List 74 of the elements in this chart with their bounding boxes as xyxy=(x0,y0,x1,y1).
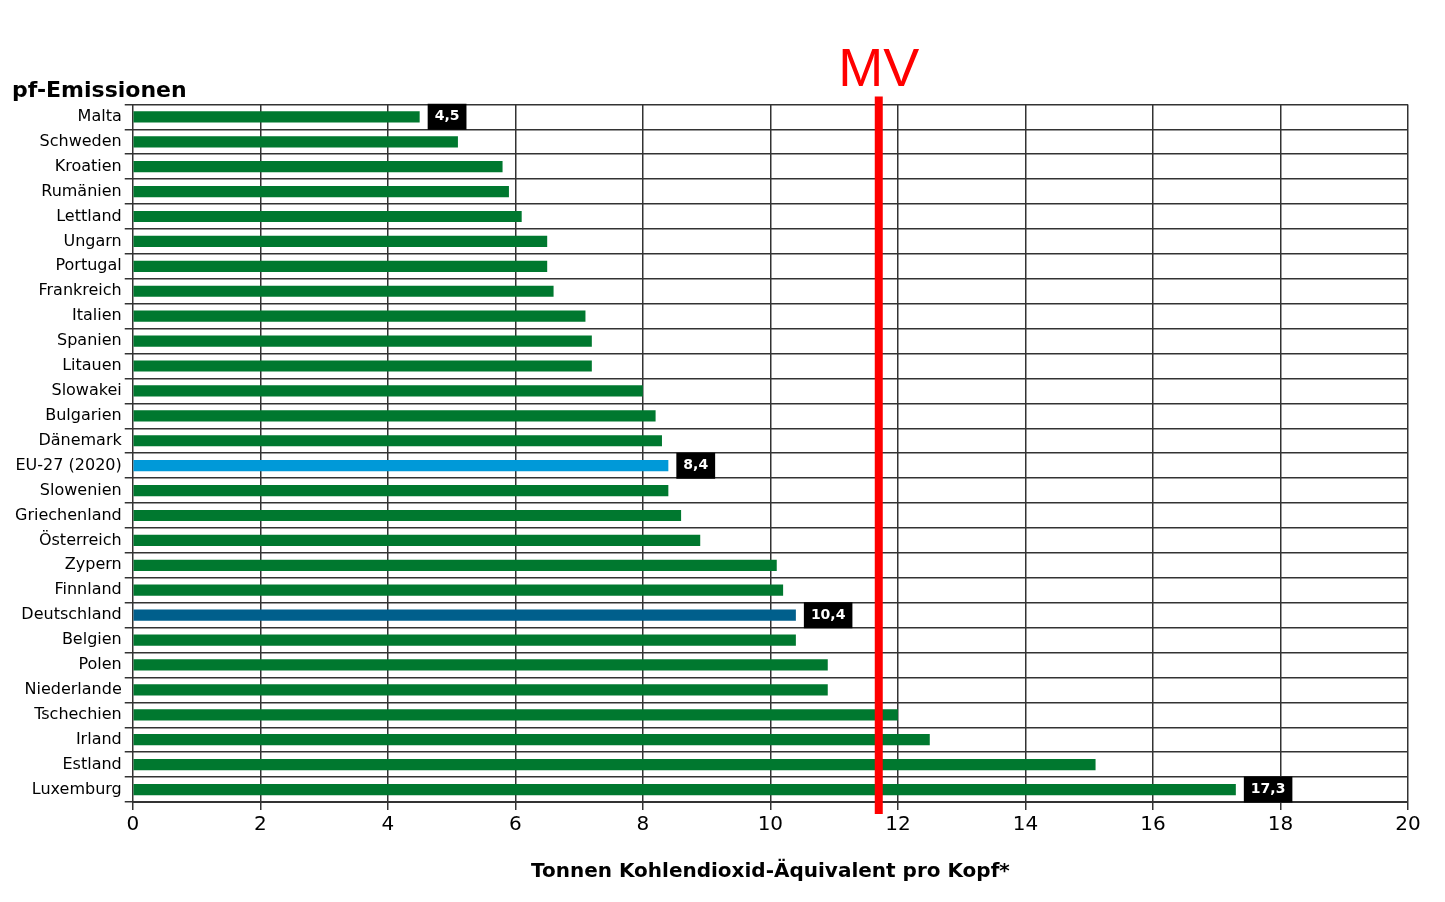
bar xyxy=(133,509,682,522)
bar xyxy=(133,285,554,297)
bar xyxy=(133,385,643,397)
y-tick-label: Ungarn xyxy=(63,230,122,250)
bar xyxy=(133,484,669,497)
bar xyxy=(133,111,420,123)
x-tick-label: 12 xyxy=(885,811,911,836)
bar xyxy=(133,684,828,696)
data-label: 8,4 xyxy=(683,456,709,473)
bar xyxy=(133,709,898,721)
bar xyxy=(133,659,828,671)
x-tick-label: 14 xyxy=(1012,811,1039,836)
y-tick-label: Deutschland xyxy=(21,604,122,624)
y-tick-label: Malta xyxy=(77,106,122,126)
y-tick-label: Belgien xyxy=(61,629,122,649)
y-tick-label: Zypern xyxy=(64,554,122,574)
bar xyxy=(133,210,522,223)
y-tick-label: Rumänien xyxy=(41,180,122,200)
y-tick-label: Portugal xyxy=(55,255,122,275)
y-tick-label: Niederlande xyxy=(24,679,122,699)
bar xyxy=(133,161,503,173)
y-tick-label: Kroatien xyxy=(54,155,122,175)
bar xyxy=(133,335,592,347)
bar xyxy=(133,360,592,372)
bar xyxy=(133,759,1096,771)
y-tick-label: Italien xyxy=(72,305,122,325)
bar xyxy=(133,260,548,272)
y-tick-label: Luxemburg xyxy=(31,778,122,798)
bar xyxy=(133,634,796,646)
bar xyxy=(133,310,586,322)
x-tick-label: 18 xyxy=(1267,811,1294,836)
data-label: 17,3 xyxy=(1250,780,1286,797)
y-tick-label: Tschechien xyxy=(33,703,122,723)
x-tick-label: 0 xyxy=(126,811,140,836)
x-tick-label: 16 xyxy=(1140,811,1166,836)
ref-line-label: MV xyxy=(838,37,920,98)
bar xyxy=(133,136,458,148)
data-label: 10,4 xyxy=(810,605,846,622)
y-tick-label: Lettland xyxy=(56,205,122,225)
x-axis-title: Tonnen Kohlendioxid-Äquivalent pro Kopf* xyxy=(530,858,1011,883)
y-tick-label: EU-27 (2020) xyxy=(15,454,122,474)
bar xyxy=(133,534,701,547)
x-tick-label: 20 xyxy=(1395,811,1421,836)
y-tick-label: Spanien xyxy=(57,330,122,350)
x-tick-label: 8 xyxy=(636,811,650,836)
bar xyxy=(133,584,784,596)
y-tick-label: Finnland xyxy=(54,579,122,599)
y-tick-label: Slowenien xyxy=(39,479,122,499)
bar xyxy=(133,410,656,422)
y-tick-label: Österreich xyxy=(38,529,122,549)
data-label: 4,5 xyxy=(434,107,460,124)
bar xyxy=(133,609,796,621)
x-tick-label: 2 xyxy=(253,811,267,836)
x-tick-label: 4 xyxy=(381,811,395,836)
y-tick-label: Frankreich xyxy=(38,280,122,300)
y-tick-label: Slowakei xyxy=(51,380,122,400)
y-tick-label: Estland xyxy=(62,753,122,773)
chart-title: pf-Emissionen xyxy=(12,76,187,102)
y-tick-label: Griechenland xyxy=(15,504,122,524)
bar xyxy=(133,783,1236,796)
bar xyxy=(133,460,669,472)
y-tick-label: Dänemark xyxy=(38,429,123,449)
y-tick-label: Polen xyxy=(78,654,122,674)
bar xyxy=(133,435,662,447)
y-tick-label: Bulgarien xyxy=(45,404,122,424)
bar xyxy=(133,559,777,571)
y-tick-label: Schweden xyxy=(39,130,122,150)
x-tick-label: 6 xyxy=(508,811,522,836)
y-tick-label: Irland xyxy=(75,728,122,748)
x-tick-label: 10 xyxy=(757,811,784,836)
bar xyxy=(133,235,548,248)
bar xyxy=(133,185,509,198)
bar xyxy=(133,734,930,746)
y-tick-label: Litauen xyxy=(62,355,122,375)
